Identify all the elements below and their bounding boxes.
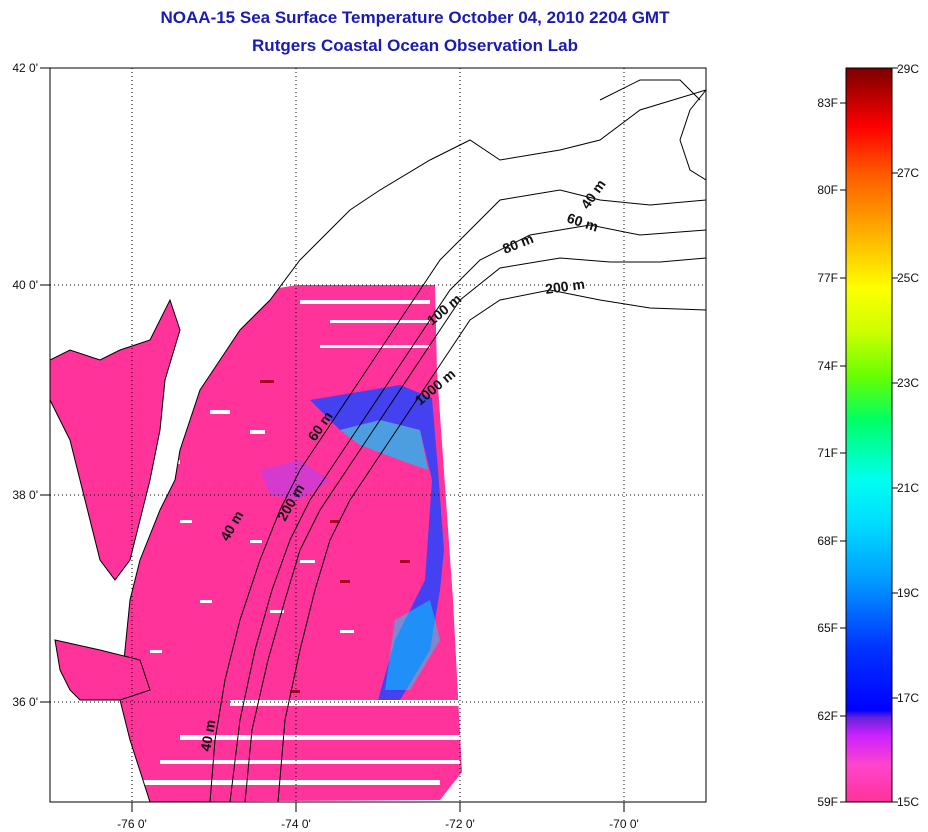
isobath-label: 200 m bbox=[544, 276, 586, 297]
colorbar-label-f: 62F bbox=[817, 709, 838, 723]
colorbar-label-c: 17C bbox=[897, 691, 919, 705]
lon-tick-label: -70 0' bbox=[609, 817, 639, 831]
colorbar-label-f: 59F bbox=[817, 795, 838, 809]
lon-tick-label: -74 0' bbox=[281, 817, 311, 831]
colorbar-label-c: 19C bbox=[897, 586, 919, 600]
isobath-label: 40 m bbox=[197, 718, 218, 752]
isobaths bbox=[209, 79, 706, 802]
map-ticks bbox=[40, 67, 625, 812]
colorbar-ticks bbox=[840, 67, 898, 803]
isobath-label: 60 m bbox=[565, 210, 600, 235]
colorbar-label-f: 83F bbox=[817, 96, 838, 110]
lon-tick-labels: -76 0' -74 0' -72 0' -70 0' bbox=[117, 817, 639, 831]
lat-tick-label: 38 0' bbox=[12, 488, 38, 502]
colorbar-label-c: 15C bbox=[897, 795, 919, 809]
lat-tick-label: 40 0' bbox=[12, 278, 38, 292]
isobath-label: 80 m bbox=[500, 230, 536, 257]
colorbar-label-f: 68F bbox=[817, 534, 838, 548]
lat-tick-label: 36 0' bbox=[12, 695, 38, 709]
colorbar-label-f: 77F bbox=[817, 271, 838, 285]
colorbar-label-c: 23C bbox=[897, 376, 919, 390]
colorbar-label-c: 25C bbox=[897, 271, 919, 285]
lat-tick-labels: 42 0' 40 0' 38 0' 36 0' bbox=[12, 61, 38, 709]
graticule bbox=[50, 68, 706, 802]
isobath-label: 40 m bbox=[577, 176, 608, 211]
map-frame bbox=[49, 67, 707, 803]
colorbar-label-c: 27C bbox=[897, 166, 919, 180]
colorbar-label-f: 74F bbox=[817, 359, 838, 373]
colorbar-fahrenheit-labels: 83F 80F 77F 74F 71F 68F 65F 62F 59F bbox=[817, 96, 838, 809]
colorbar-label-c: 21C bbox=[897, 481, 919, 495]
land bbox=[50, 68, 706, 802]
lon-tick-label: -72 0' bbox=[445, 817, 475, 831]
colorbar-label-f: 71F bbox=[817, 446, 838, 460]
colorbar-label-f: 80F bbox=[817, 183, 838, 197]
lat-tick-label: 42 0' bbox=[12, 61, 38, 75]
colorbar-label-f: 65F bbox=[817, 621, 838, 635]
map-title: NOAA-15 Sea Surface Temperature October … bbox=[160, 8, 670, 27]
colorbar-label-c: 29C bbox=[897, 62, 919, 76]
map-subtitle: Rutgers Coastal Ocean Observation Lab bbox=[252, 36, 578, 55]
colorbar bbox=[845, 67, 893, 803]
lon-tick-label: -76 0' bbox=[117, 817, 147, 831]
colorbar-celsius-labels: 29C 27C 25C 23C 21C 19C 17C 15C bbox=[897, 62, 919, 809]
